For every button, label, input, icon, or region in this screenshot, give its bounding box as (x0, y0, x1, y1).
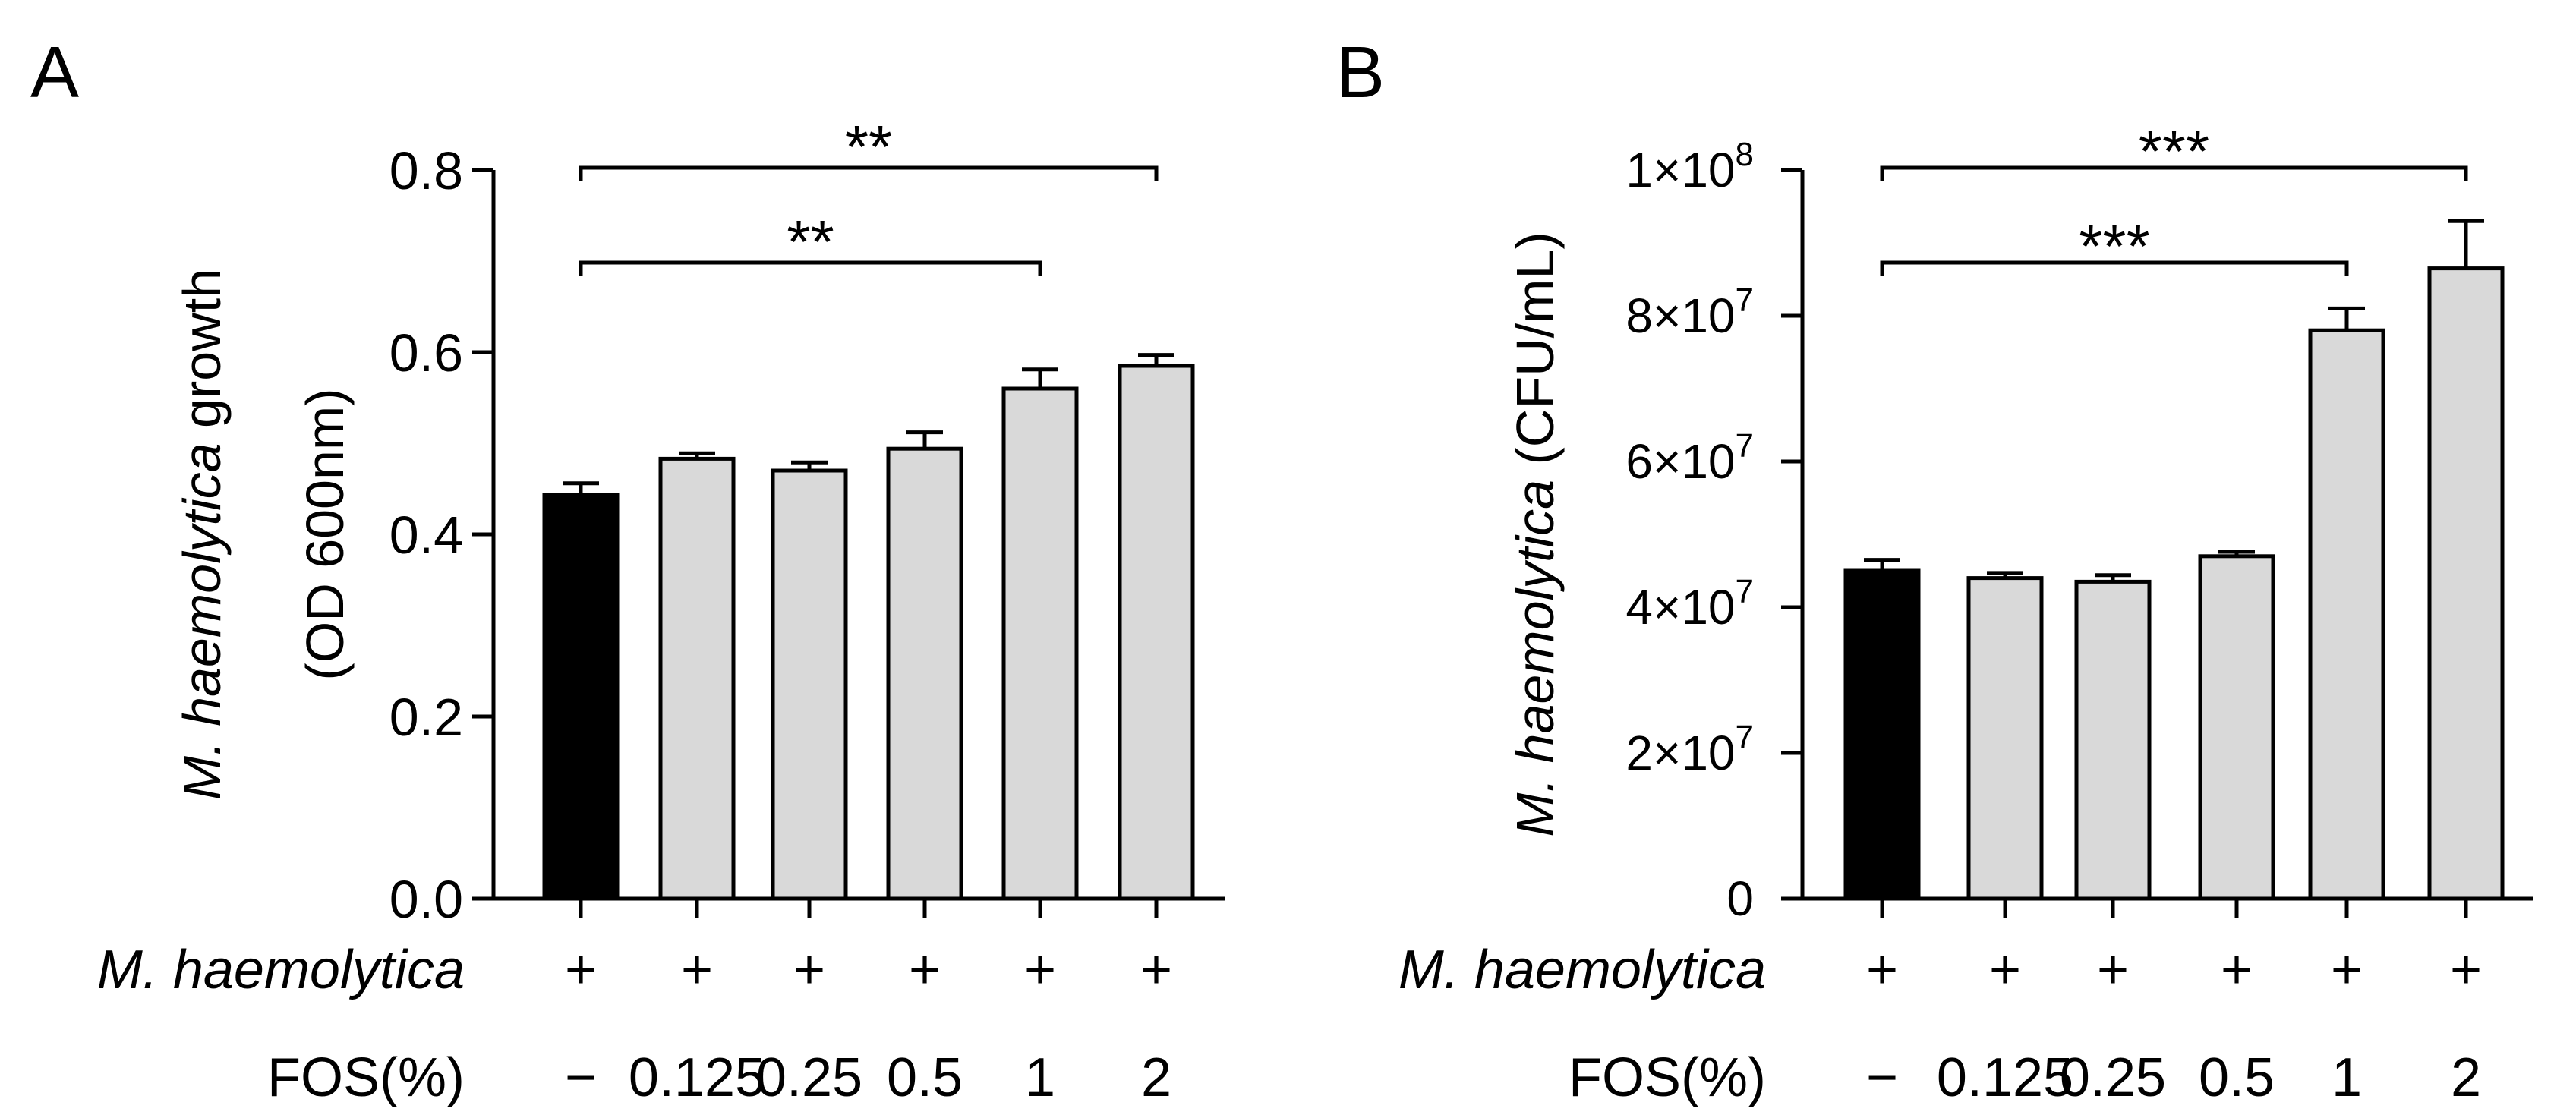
b-y-tick-label-5: 1×108 (1625, 136, 1754, 197)
a-fos-label-1: 0.125 (629, 1047, 765, 1108)
b-y-tick-label-0: 0 (1726, 871, 1754, 926)
b-strain-mark-0: + (1866, 940, 1898, 1000)
a-significance-bracket-1 (579, 260, 1042, 276)
a-row-label-strain: M. haemolytica (97, 940, 465, 1000)
a-strain-mark-3: + (909, 940, 941, 1000)
a-bar-3 (886, 446, 963, 901)
b-strain-mark-4: + (2331, 940, 2363, 1000)
a-strain-mark-0: + (565, 940, 597, 1000)
b-y-tick-label-1: 2×107 (1625, 719, 1754, 780)
b-y-tick-label-2: 4×107 (1625, 573, 1754, 635)
b-bar-3 (2198, 554, 2275, 901)
b-y-tick-label-3: 6×107 (1625, 427, 1754, 489)
a-strain-mark-1: + (681, 940, 713, 1000)
b-significance-bracket-1 (1880, 260, 2349, 276)
a-y-tick-label-2: 0.4 (389, 505, 463, 565)
b-strain-mark-3: + (2221, 940, 2253, 1000)
b-fos-label-2: 0.25 (2060, 1047, 2166, 1108)
a-bar-4 (1001, 386, 1079, 901)
b-fos-label-0: − (1866, 1047, 1898, 1108)
b-strain-mark-1: + (1989, 940, 2021, 1000)
b-significance-label-1: *** (2079, 213, 2149, 280)
panel-b: B 0 2×107 4×107 6×107 8×107 1×108 + − +0.125 +0.25… (1336, 32, 2533, 1108)
b-strain-mark-5: + (2450, 940, 2482, 1000)
a-strain-mark-4: + (1024, 940, 1056, 1000)
a-strain-mark-5: + (1140, 940, 1172, 1000)
b-row-label-fos: FOS(%) (1569, 1047, 1766, 1108)
a-panel-label: A (30, 32, 79, 113)
a-fos-label-2: 0.25 (756, 1047, 862, 1108)
b-bar-2 (2074, 579, 2152, 901)
a-significance-label-1: ** (787, 208, 834, 276)
panel-a: A 0.0 0.2 0.4 0.6 0.8 + − +0.125 +0.25 +0.5 +1 +2 M. … (30, 32, 1225, 1108)
b-bar-5 (2427, 266, 2505, 901)
b-fos-label-3: 0.5 (2199, 1047, 2275, 1108)
a-row-label-fos: FOS(%) (267, 1047, 465, 1108)
b-bar-1 (1966, 576, 2044, 901)
a-y-tick-label-0: 0.0 (389, 870, 463, 929)
a-y-tick-label-4: 0.8 (389, 141, 463, 200)
b-fos-label-4: 1 (2332, 1047, 2362, 1108)
a-y-tick-label-3: 0.6 (389, 323, 463, 383)
a-fos-label-5: 2 (1141, 1047, 1171, 1108)
a-y-axis-title: M. haemolytica growth (172, 269, 232, 800)
a-y-axis-title-line2: (OD 600nm) (295, 388, 355, 680)
a-bar-2 (771, 468, 848, 901)
a-fos-label-4: 1 (1025, 1047, 1055, 1108)
b-strain-mark-2: + (2097, 940, 2129, 1000)
b-significance-label-0: *** (2139, 118, 2209, 185)
a-bar-0 (542, 493, 620, 901)
a-bar-1 (658, 456, 736, 901)
b-row-label-strain: M. haemolytica (1398, 940, 1766, 1000)
b-fos-label-5: 2 (2451, 1047, 2481, 1108)
b-bar-4 (2308, 328, 2385, 901)
b-fos-label-1: 0.125 (1937, 1047, 2073, 1108)
a-bar-5 (1118, 364, 1195, 901)
a-significance-label-0: ** (845, 113, 892, 181)
a-y-tick-label-1: 0.2 (389, 688, 463, 747)
b-y-axis-title: M. haemolytica (CFU/mL) (1506, 231, 1565, 836)
a-fos-label-0: − (565, 1047, 597, 1108)
b-bar-0 (1843, 568, 1921, 901)
a-significance-bracket-0 (579, 165, 1159, 181)
b-y-tick-label-4: 8×107 (1625, 282, 1754, 343)
b-panel-label: B (1336, 32, 1385, 113)
a-fos-label-3: 0.5 (887, 1047, 963, 1108)
a-strain-mark-2: + (793, 940, 825, 1000)
b-significance-bracket-0 (1880, 165, 2468, 181)
